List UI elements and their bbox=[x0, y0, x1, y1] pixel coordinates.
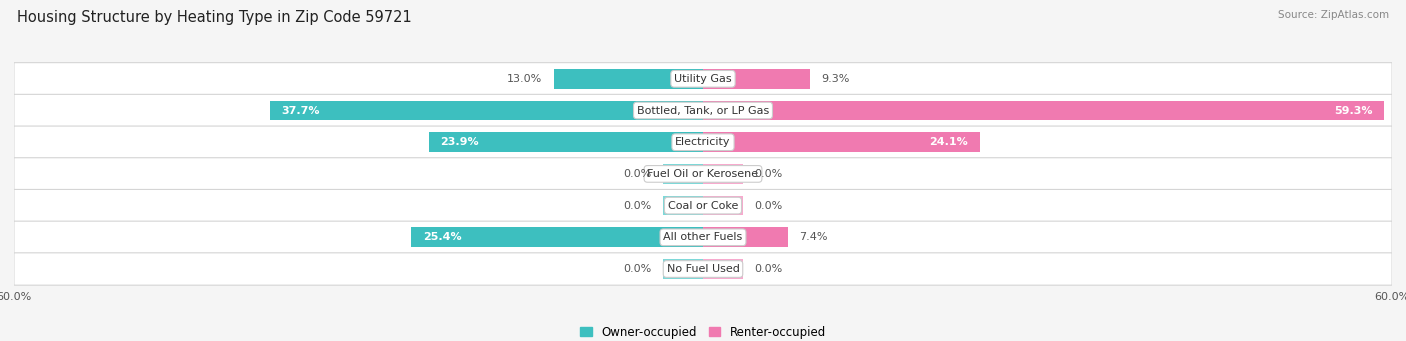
FancyBboxPatch shape bbox=[14, 63, 1392, 95]
Text: Fuel Oil or Kerosene: Fuel Oil or Kerosene bbox=[647, 169, 759, 179]
Bar bbox=[703, 227, 787, 247]
Bar bbox=[662, 196, 703, 216]
Text: Utility Gas: Utility Gas bbox=[675, 74, 731, 84]
Bar bbox=[554, 69, 703, 89]
Text: 37.7%: 37.7% bbox=[281, 105, 321, 116]
Text: Source: ZipAtlas.com: Source: ZipAtlas.com bbox=[1278, 10, 1389, 20]
Text: 24.1%: 24.1% bbox=[929, 137, 969, 147]
Text: 23.9%: 23.9% bbox=[440, 137, 478, 147]
Text: Housing Structure by Heating Type in Zip Code 59721: Housing Structure by Heating Type in Zip… bbox=[17, 10, 412, 25]
Bar bbox=[429, 132, 703, 152]
Text: 9.3%: 9.3% bbox=[821, 74, 849, 84]
FancyBboxPatch shape bbox=[14, 94, 1392, 127]
FancyBboxPatch shape bbox=[14, 126, 1392, 158]
Text: 0.0%: 0.0% bbox=[755, 201, 783, 211]
Bar bbox=[703, 196, 744, 216]
Text: 0.0%: 0.0% bbox=[623, 201, 651, 211]
Legend: Owner-occupied, Renter-occupied: Owner-occupied, Renter-occupied bbox=[575, 321, 831, 341]
Bar bbox=[270, 101, 703, 120]
Text: 0.0%: 0.0% bbox=[755, 169, 783, 179]
Bar bbox=[703, 164, 744, 184]
Text: Electricity: Electricity bbox=[675, 137, 731, 147]
Text: 0.0%: 0.0% bbox=[623, 169, 651, 179]
Text: All other Fuels: All other Fuels bbox=[664, 232, 742, 242]
Text: 13.0%: 13.0% bbox=[508, 74, 543, 84]
Bar bbox=[703, 101, 1384, 120]
Text: Coal or Coke: Coal or Coke bbox=[668, 201, 738, 211]
Text: 0.0%: 0.0% bbox=[623, 264, 651, 274]
Text: 59.3%: 59.3% bbox=[1334, 105, 1372, 116]
Bar bbox=[703, 259, 744, 279]
Text: 25.4%: 25.4% bbox=[423, 232, 461, 242]
Text: No Fuel Used: No Fuel Used bbox=[666, 264, 740, 274]
FancyBboxPatch shape bbox=[14, 190, 1392, 222]
Bar bbox=[412, 227, 703, 247]
FancyBboxPatch shape bbox=[14, 158, 1392, 190]
Bar bbox=[662, 164, 703, 184]
Text: 0.0%: 0.0% bbox=[755, 264, 783, 274]
Text: Bottled, Tank, or LP Gas: Bottled, Tank, or LP Gas bbox=[637, 105, 769, 116]
Bar bbox=[703, 69, 810, 89]
FancyBboxPatch shape bbox=[14, 253, 1392, 285]
Bar bbox=[662, 259, 703, 279]
Bar bbox=[703, 132, 980, 152]
Text: 7.4%: 7.4% bbox=[800, 232, 828, 242]
FancyBboxPatch shape bbox=[14, 221, 1392, 253]
